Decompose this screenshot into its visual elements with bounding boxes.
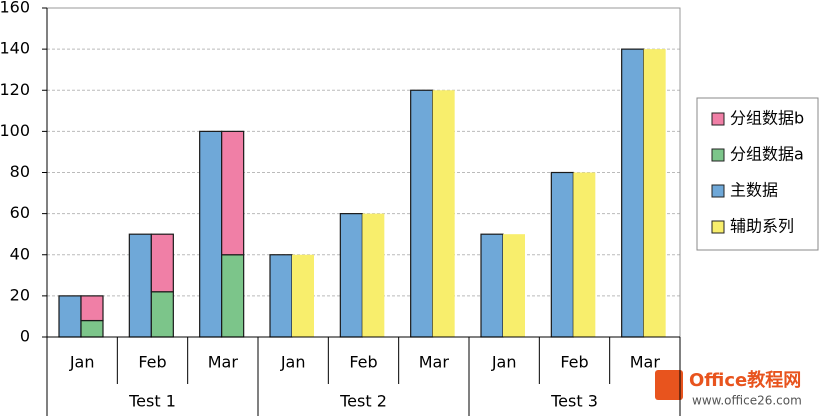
bar: [573, 172, 596, 337]
y-tick-label: 60: [10, 203, 30, 222]
y-tick-label: 40: [10, 244, 30, 263]
x-tick-label: Mar: [419, 353, 450, 372]
logo-icon: [655, 370, 683, 400]
y-tick-label: 120: [0, 80, 30, 99]
legend-label: 分组数据a: [730, 145, 804, 164]
bar: [410, 89, 434, 338]
bar: [150, 291, 174, 338]
bar: [221, 254, 245, 338]
x-tick-label: Feb: [138, 353, 166, 372]
group-label: Test 1: [128, 392, 176, 411]
x-tick-label: Mar: [630, 353, 661, 372]
watermark-url: www.office26.com: [692, 394, 802, 408]
bar: [362, 213, 385, 337]
x-tick-label: Feb: [560, 353, 588, 372]
legend-swatch: [711, 220, 725, 234]
bar: [199, 130, 223, 338]
bar: [643, 49, 666, 337]
bar: [80, 319, 104, 338]
legend-swatch: [711, 112, 725, 126]
bar: [80, 295, 104, 322]
y-tick-label: 160: [0, 0, 30, 17]
x-tick-label: Jan: [69, 353, 95, 372]
legend-label: 分组数据b: [730, 109, 804, 128]
legend-label: 主数据: [730, 181, 778, 200]
y-tick-label: 20: [10, 285, 30, 304]
bar: [221, 130, 245, 256]
group-label: Test 2: [339, 392, 387, 411]
legend-label: 辅助系列: [730, 217, 794, 236]
bar: [503, 234, 525, 337]
bar: [339, 213, 363, 338]
bar: [480, 233, 504, 338]
bar: [292, 254, 314, 337]
bar: [269, 254, 293, 338]
legend-swatch: [711, 148, 725, 162]
bar: [128, 233, 152, 338]
legend-swatch: [711, 184, 725, 198]
y-tick-label: 80: [10, 162, 30, 181]
bar: [58, 295, 82, 338]
bar: [621, 48, 645, 338]
group-label: Test 3: [550, 392, 598, 411]
y-tick-label: 100: [0, 121, 30, 140]
bar: [150, 233, 174, 293]
bar: [550, 171, 574, 338]
x-tick-label: Jan: [491, 353, 517, 372]
x-tick-label: Jan: [280, 353, 306, 372]
bar: [432, 90, 455, 337]
y-tick-label: 0: [20, 327, 30, 346]
x-tick-label: Mar: [208, 353, 239, 372]
y-tick-label: 140: [0, 39, 30, 58]
watermark-title: Office教程网: [689, 369, 801, 391]
x-tick-label: Feb: [349, 353, 377, 372]
